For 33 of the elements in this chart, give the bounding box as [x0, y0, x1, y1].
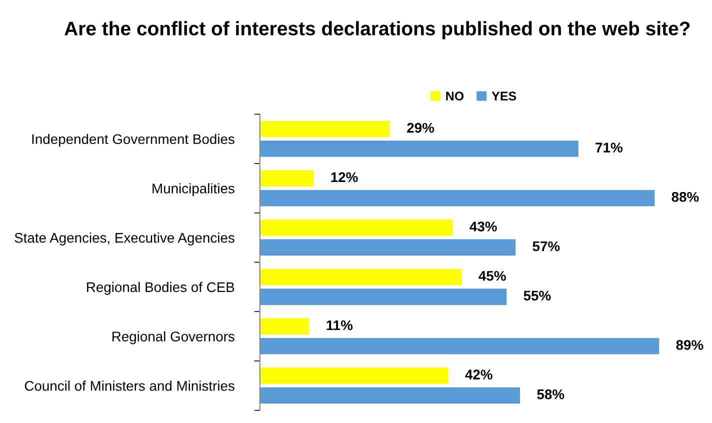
bar	[260, 318, 310, 335]
legend-label: NO	[446, 92, 464, 100]
bar	[260, 338, 660, 354]
bar	[260, 387, 520, 404]
data-label: 55%	[524, 290, 551, 301]
data-label: 42%	[465, 370, 492, 380]
data-label: 57%	[532, 241, 560, 252]
bar	[260, 220, 453, 236]
y-tick-label: Municipalities	[152, 183, 234, 196]
data-label: 88%	[672, 192, 699, 202]
data-label: 45%	[478, 270, 506, 281]
bar	[260, 120, 390, 138]
data-label: 89%	[676, 340, 704, 350]
data-label: 29%	[407, 122, 434, 133]
data-label: 12%	[331, 172, 358, 182]
bar	[260, 170, 314, 187]
y-tick-label: State Agencies, Executive Agencies	[14, 232, 234, 246]
legend-label: YES	[492, 92, 516, 100]
bar	[260, 288, 507, 305]
data-label: 43%	[470, 222, 497, 232]
bar	[260, 268, 462, 286]
data-label: 11%	[326, 320, 353, 330]
y-tick-label: Regional Bodies of CEB	[87, 282, 234, 295]
data-label: 71%	[596, 142, 622, 152]
y-tick-label: Regional Governors	[112, 331, 234, 344]
chart-title: Are the conflict of interests declarations published on the web site?	[64, 21, 690, 40]
bar	[260, 368, 448, 384]
y-tick-label: Council of Ministers and Ministries	[24, 380, 234, 391]
bar	[260, 140, 578, 157]
bar	[260, 239, 516, 256]
bar	[260, 190, 655, 206]
data-label: 58%	[537, 389, 564, 400]
y-tick-label: Independent Government Bodies	[32, 134, 234, 147]
